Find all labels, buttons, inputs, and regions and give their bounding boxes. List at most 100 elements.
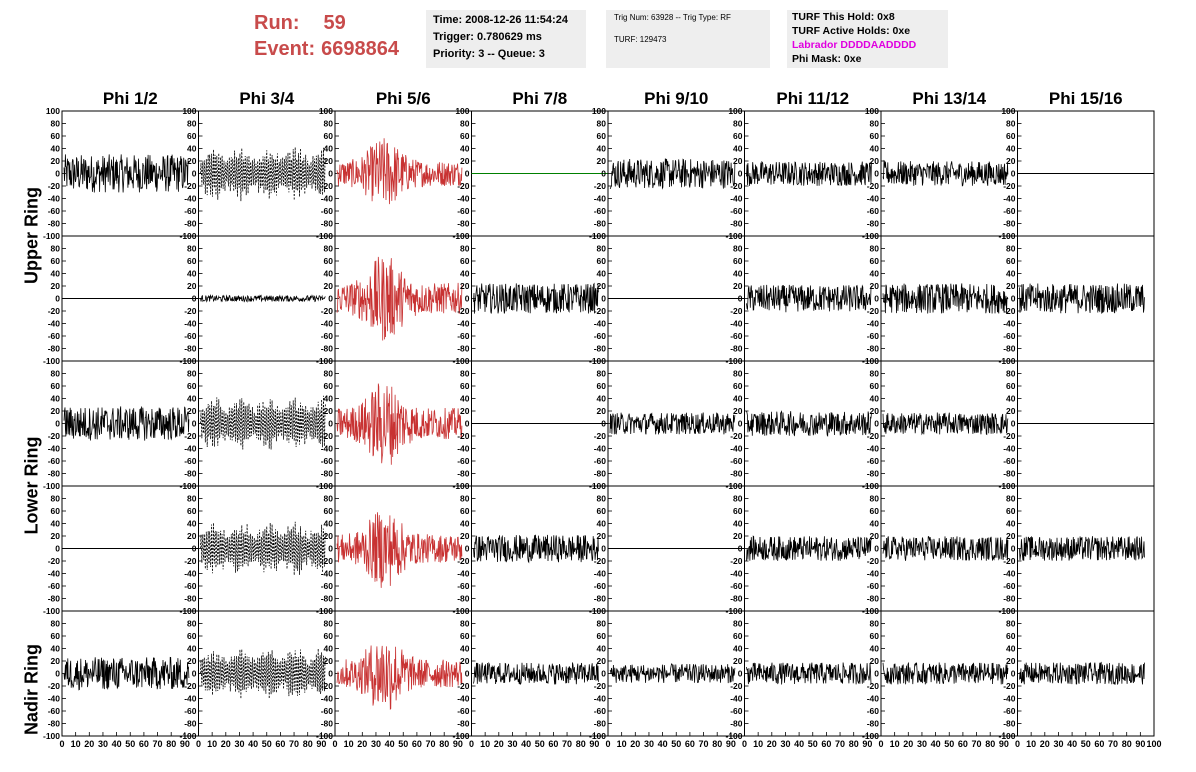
y-tick-label: -20: [48, 681, 61, 691]
y-tick-label: -40: [48, 319, 61, 329]
x-tick-label: 0: [332, 739, 337, 749]
y-tick-label: -40: [457, 194, 470, 204]
turf-num-text: TURF: 129473: [614, 35, 667, 44]
y-tick-label: -60: [730, 206, 743, 216]
y-tick-label: 20: [733, 531, 743, 541]
y-tick-label: -80: [184, 219, 197, 229]
x-tick-label: 30: [644, 739, 654, 749]
y-tick-label: 40: [1006, 144, 1016, 154]
y-tick-label: -40: [730, 444, 743, 454]
y-tick-label: -80: [48, 344, 61, 354]
y-tick-label: 20: [1006, 156, 1016, 166]
y-tick-label: -80: [594, 344, 607, 354]
y-tick-label: -40: [730, 694, 743, 704]
y-tick-label: 40: [187, 269, 197, 279]
y-tick-label: -40: [1003, 194, 1016, 204]
y-tick-label: -20: [730, 431, 743, 441]
y-tick-label: -40: [1003, 569, 1016, 579]
y-tick-label: -60: [867, 331, 880, 341]
waveform-trace: [336, 383, 463, 465]
y-tick-label: 0: [738, 419, 743, 429]
x-tick-label: 10: [753, 739, 763, 749]
y-tick-label: 80: [597, 244, 607, 254]
y-tick-label: -80: [48, 594, 61, 604]
y-tick-label: 20: [870, 406, 880, 416]
y-tick-label: -40: [867, 569, 880, 579]
y-tick-label: -60: [867, 581, 880, 591]
x-tick-label: 60: [685, 739, 695, 749]
y-tick-label: 40: [324, 394, 334, 404]
y-tick-label: 20: [187, 406, 197, 416]
waveform-trace: [336, 645, 463, 711]
y-tick-label: 20: [597, 156, 607, 166]
y-tick-label: -100: [452, 731, 469, 741]
y-tick-label: -100: [179, 731, 196, 741]
y-tick-label: 60: [324, 506, 334, 516]
y-tick-label: -60: [321, 706, 334, 716]
x-tick-label: 0: [59, 739, 64, 749]
x-tick-label: 60: [821, 739, 831, 749]
y-tick-label: -80: [184, 469, 197, 479]
y-tick-label: -40: [184, 194, 197, 204]
column-title: Phi 5/6: [376, 89, 431, 108]
y-tick-label: 60: [1006, 131, 1016, 141]
y-tick-label: -40: [594, 194, 607, 204]
y-tick-label: -40: [184, 694, 197, 704]
y-tick-label: 40: [324, 644, 334, 654]
y-tick-label: -20: [184, 681, 197, 691]
y-tick-label: -20: [867, 181, 880, 191]
y-tick-label: 60: [51, 381, 61, 391]
y-tick-label: 80: [870, 619, 880, 629]
y-tick-label: 40: [460, 519, 470, 529]
plot-frame: [880, 610, 1018, 737]
x-tick-label: 50: [808, 739, 818, 749]
y-tick-label: 20: [460, 531, 470, 541]
x-tick-label: 20: [630, 739, 640, 749]
y-tick-label: -40: [457, 319, 470, 329]
y-tick-label: -20: [457, 306, 470, 316]
y-tick-label: -40: [48, 444, 61, 454]
y-tick-label: 80: [597, 619, 607, 629]
y-tick-label: 80: [1006, 494, 1016, 504]
y-tick-label: 80: [460, 244, 470, 254]
waveform-trace: [746, 160, 872, 187]
y-tick-label: 0: [328, 169, 333, 179]
waveform-trace: [609, 663, 736, 684]
phi-mask-text: Phi Mask: 0xe: [792, 53, 862, 65]
y-tick-label: -80: [457, 469, 470, 479]
y-tick-label: 40: [733, 144, 743, 154]
y-tick-label: 100: [182, 106, 196, 116]
y-tick-label: -60: [594, 331, 607, 341]
y-tick-label: -40: [730, 319, 743, 329]
y-tick-label: 100: [46, 106, 60, 116]
y-tick-label: 60: [324, 381, 334, 391]
y-tick-label: 20: [324, 531, 334, 541]
y-tick-label: 40: [597, 269, 607, 279]
x-tick-label: 80: [849, 739, 859, 749]
y-tick-label: -60: [184, 706, 197, 716]
trigger-info-box: Trig Num: 63928 -- Trig Type: RF TURF: 1…: [606, 10, 770, 68]
x-tick-label: 20: [1040, 739, 1050, 749]
x-tick-label: 20: [221, 739, 231, 749]
y-tick-label: -60: [730, 581, 743, 591]
y-tick-label: 80: [870, 119, 880, 129]
x-tick-label: 90: [862, 739, 872, 749]
y-tick-label: -20: [321, 556, 334, 566]
y-tick-label: 0: [55, 419, 60, 429]
y-tick-label: 20: [51, 281, 61, 291]
x-tick-label: 50: [125, 739, 135, 749]
y-tick-label: 40: [733, 269, 743, 279]
y-tick-label: -60: [867, 206, 880, 216]
x-tick-label: 0: [605, 739, 610, 749]
y-tick-label: -40: [730, 569, 743, 579]
y-tick-label: 60: [1006, 256, 1016, 266]
x-tick-label: 0: [742, 739, 747, 749]
y-tick-label: -40: [594, 444, 607, 454]
y-tick-label: 0: [55, 294, 60, 304]
x-tick-label: 10: [71, 739, 81, 749]
x-tick-label: 80: [1122, 739, 1132, 749]
y-tick-label: -80: [867, 344, 880, 354]
y-tick-label: 40: [51, 144, 61, 154]
y-tick-label: 0: [601, 419, 606, 429]
